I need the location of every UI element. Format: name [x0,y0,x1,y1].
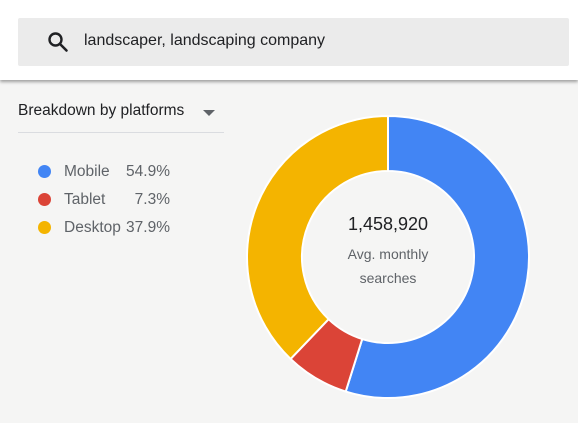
legend-pct: 37.9% [126,219,170,236]
legend-item-desktop: Desktop 37.9% [38,218,238,238]
legend-item-mobile: Mobile 54.9% [38,162,238,182]
desktop-dot-icon [38,221,51,234]
legend-pct: 54.9% [126,163,170,180]
legend-name: Tablet [64,191,106,208]
center-caption: Avg. monthly searches [318,242,458,290]
donut-slice-mobile[interactable] [344,115,530,399]
tablet-dot-icon [38,193,51,206]
legend-pct: 7.3% [134,191,170,208]
breakdown-dropdown[interactable]: Breakdown by platforms [18,95,224,133]
mobile-dot-icon [38,165,51,178]
caption-line-2: searches [359,270,417,286]
caption-line-1: Avg. monthly [347,246,429,262]
legend-item-tablet: Tablet 7.3% [38,190,238,210]
legend-name: Mobile [64,163,110,180]
breakdown-label: Breakdown by platforms [18,102,185,119]
top-bar: landscaper, landscaping company [0,0,578,80]
donut-hole [303,172,473,342]
donut-slice-desktop[interactable] [246,115,389,361]
donut-chart [246,115,530,399]
search-query[interactable]: landscaper, landscaping company [84,32,326,49]
search-box[interactable]: landscaper, landscaping company [18,18,569,66]
center-total: 1,458,920 [347,214,429,234]
search-icon[interactable] [46,30,70,54]
legend-name: Desktop [64,219,121,236]
caret-down-icon [203,110,215,116]
